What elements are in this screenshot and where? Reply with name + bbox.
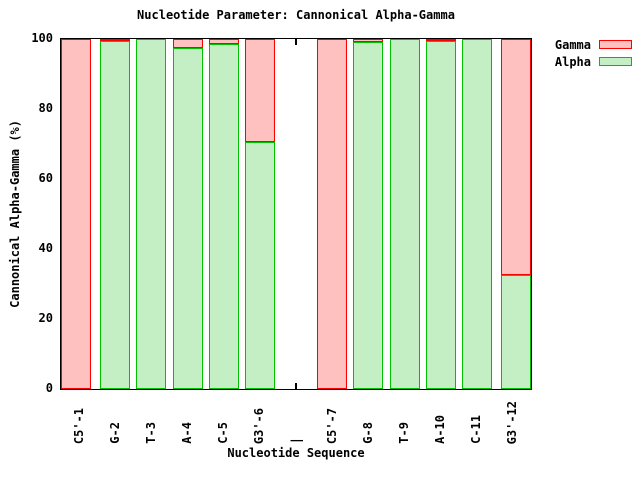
bar-segment-alpha — [461, 39, 492, 389]
bar-segment-alpha — [136, 39, 167, 389]
bar-segment-gamma — [244, 39, 275, 142]
x-tick-slot: C5'-1 — [61, 392, 97, 444]
bar-group — [244, 39, 275, 389]
bar-segment-gamma — [61, 39, 91, 389]
x-tick-label: A-10 — [433, 415, 448, 444]
legend-swatch-gamma — [599, 40, 632, 49]
y-axis-title: Cannonical Alpha-Gamma (%) — [6, 38, 24, 390]
x-tick-label: C5'-1 — [71, 407, 86, 444]
bar-segment-alpha — [100, 41, 131, 389]
x-tick-slot: T-9 — [386, 392, 422, 444]
bar-group — [172, 39, 203, 389]
bar-segment-alpha — [208, 44, 239, 389]
x-axis-title: Nucleotide Sequence — [227, 446, 365, 460]
x-tick-label: | — [288, 436, 303, 444]
bar-segment-gamma — [425, 39, 456, 41]
x-tick-slot: C-5 — [206, 392, 242, 444]
legend-swatch-alpha — [599, 57, 632, 66]
x-tick-label: T-3 — [143, 422, 158, 444]
x-tick-slot: G-8 — [350, 392, 386, 444]
bar-segment-alpha — [244, 142, 275, 389]
x-tick-labels: C5'-1 G-2 T-3 A-4 C-5 G3'-6 | C5'-7 G-8 T-9 A-10 C-… — [61, 392, 531, 444]
y-tick-label: 20 — [38, 311, 53, 325]
x-tick-label: C-11 — [469, 415, 484, 444]
x-tick-label: A-4 — [180, 422, 195, 444]
legend: Gamma Alpha — [538, 36, 632, 70]
x-tick-label: G-8 — [360, 422, 375, 444]
x-tick-label: G3'-12 — [505, 400, 520, 444]
bar-segment-gamma — [208, 39, 239, 44]
x-tick-slot: G3'-12 — [495, 392, 531, 444]
bar-group — [461, 39, 492, 389]
bar-group — [208, 39, 239, 389]
bar-segment-gamma — [100, 39, 131, 41]
x-tick-label: C-5 — [216, 422, 231, 444]
x-tick-label: T-9 — [396, 422, 411, 444]
y-tick-label: 40 — [38, 241, 53, 255]
bar-segment-alpha — [353, 42, 384, 389]
bar-group — [425, 39, 456, 389]
bar-group — [501, 39, 531, 389]
bar-segment-alpha — [425, 41, 456, 389]
bar-segment-alpha — [172, 48, 203, 389]
bar-group — [136, 39, 167, 389]
x-tick-slot: A-10 — [423, 392, 459, 444]
legend-label: Gamma — [554, 37, 591, 52]
chart-title: Nucleotide Parameter: Cannonical Alpha-G… — [137, 8, 455, 22]
y-axis-title-text: Cannonical Alpha-Gamma (%) — [8, 120, 22, 308]
y-tick-label: 100 — [31, 31, 53, 45]
legend-label: Alpha — [554, 54, 591, 69]
x-tick-slot: A-4 — [169, 392, 205, 444]
legend-item-alpha: Alpha — [538, 53, 632, 70]
bar-group — [353, 39, 384, 389]
bar-group — [317, 39, 348, 389]
x-tick-slot: C5'-7 — [314, 392, 350, 444]
x-tick-label: G-2 — [107, 422, 122, 444]
x-tick — [295, 383, 297, 389]
x-tick-slot: C-11 — [459, 392, 495, 444]
y-tick-label: 80 — [38, 101, 53, 115]
bar-segment-alpha — [389, 39, 420, 389]
y-tick-label: 60 — [38, 171, 53, 185]
x-tick-slot: G3'-6 — [242, 392, 278, 444]
x-tick — [295, 39, 297, 45]
bar-segment-gamma — [501, 39, 531, 275]
bar-segment-gamma — [172, 39, 203, 48]
x-tick-slot: G-2 — [97, 392, 133, 444]
x-tick-label: G3'-6 — [252, 407, 267, 444]
x-tick-slot: T-3 — [133, 392, 169, 444]
legend-item-gamma: Gamma — [538, 36, 632, 53]
bar-group — [389, 39, 420, 389]
bar-group — [61, 39, 91, 389]
bar-group — [100, 39, 131, 389]
bar-segment-gamma — [353, 39, 384, 42]
plot-area — [60, 38, 532, 390]
bar-segment-alpha — [501, 275, 531, 389]
y-tick-label: 0 — [45, 381, 53, 395]
x-tick-label: C5'-7 — [324, 407, 339, 444]
x-tick-slot: | — [278, 392, 314, 444]
bar-segment-gamma — [317, 39, 348, 389]
